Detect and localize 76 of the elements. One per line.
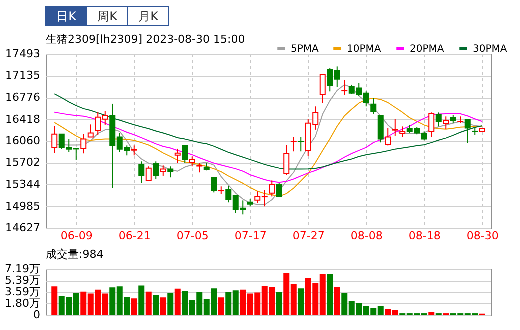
bar	[298, 288, 304, 316]
y-tick-label: 17135	[6, 69, 40, 82]
bar	[276, 292, 282, 316]
candlestick	[392, 118, 398, 136]
bar	[138, 286, 145, 316]
candlestick	[464, 119, 471, 144]
x-tick-label: 06-21	[118, 230, 151, 242]
bar	[174, 288, 181, 316]
text: 月K	[138, 10, 160, 24]
bar	[153, 295, 160, 316]
chart-title: 成交量:984	[46, 248, 104, 261]
candlestick	[160, 165, 166, 176]
candlestick	[182, 145, 188, 164]
legend-label: 30PMA	[473, 44, 508, 55]
candlestick	[400, 126, 406, 138]
text: 日K	[56, 10, 78, 24]
x-tick-label: 08-18	[408, 230, 441, 242]
y-tick-label: 14627	[6, 222, 40, 234]
y-tick-label: 16776	[6, 91, 40, 104]
candlestick	[320, 74, 326, 104]
bar	[327, 274, 334, 316]
bar	[168, 293, 174, 316]
y-tick-label: 17493	[6, 48, 40, 60]
candlestick	[189, 156, 196, 168]
y-tick-label: 3.59万	[5, 286, 40, 299]
bar	[131, 298, 138, 316]
candlestick	[153, 161, 160, 180]
y-tick-label: 7.19万	[5, 262, 40, 276]
bar	[334, 286, 340, 316]
x-tick-label: 08-30	[466, 230, 499, 242]
candlestick	[378, 115, 384, 144]
bar	[160, 298, 166, 316]
candlestick	[196, 162, 203, 174]
bar	[146, 292, 152, 316]
legend-label: 10PMA	[347, 44, 382, 55]
candlestick	[370, 98, 377, 114]
bar	[52, 286, 58, 316]
candlestick	[80, 134, 87, 154]
y-tick-label: 15702	[6, 156, 40, 170]
candlestick	[174, 148, 181, 164]
y-tick-label: 16060	[6, 134, 40, 148]
candlestick	[298, 136, 304, 152]
x-tick-label: 07-27	[292, 230, 325, 242]
y-tick-label: 15344	[6, 178, 40, 191]
candlestick	[88, 124, 94, 138]
line-series	[54, 112, 483, 184]
candlestick	[436, 112, 442, 128]
candlestick	[211, 177, 218, 194]
candlestick	[290, 136, 297, 152]
bar	[428, 312, 435, 316]
legend-label: 5PMA	[291, 44, 320, 55]
candlestick	[269, 180, 276, 198]
x-tick-label: 06-09	[60, 230, 93, 242]
chart-title: 生猪2309[lh2309] 2023-08-30 15:00	[46, 33, 246, 46]
y-tick-label: 0	[34, 308, 40, 322]
candlestick	[138, 161, 145, 184]
x-tick-label: 07-17	[234, 230, 267, 242]
candlestick	[52, 126, 58, 154]
candlestick	[284, 144, 290, 176]
candlestick	[276, 182, 282, 198]
x-tick-label: 08-08	[350, 230, 383, 242]
y-tick-label: 5.39万	[5, 274, 40, 288]
x-tick-label: 07-05	[176, 230, 209, 242]
y-tick-label: 14985	[6, 200, 40, 213]
candlestick	[428, 112, 435, 138]
candlestick	[385, 128, 392, 146]
candlestick	[131, 145, 138, 156]
text: 周K	[98, 10, 119, 24]
y-tick-label: 16418	[6, 112, 40, 126]
bar	[218, 298, 224, 316]
candlestick	[146, 166, 152, 182]
y-tick-label: 1.80万	[5, 296, 40, 310]
legend-label: 20PMA	[410, 44, 444, 55]
candlestick	[168, 166, 174, 178]
candlestick	[443, 116, 450, 130]
candlestick	[342, 79, 348, 96]
